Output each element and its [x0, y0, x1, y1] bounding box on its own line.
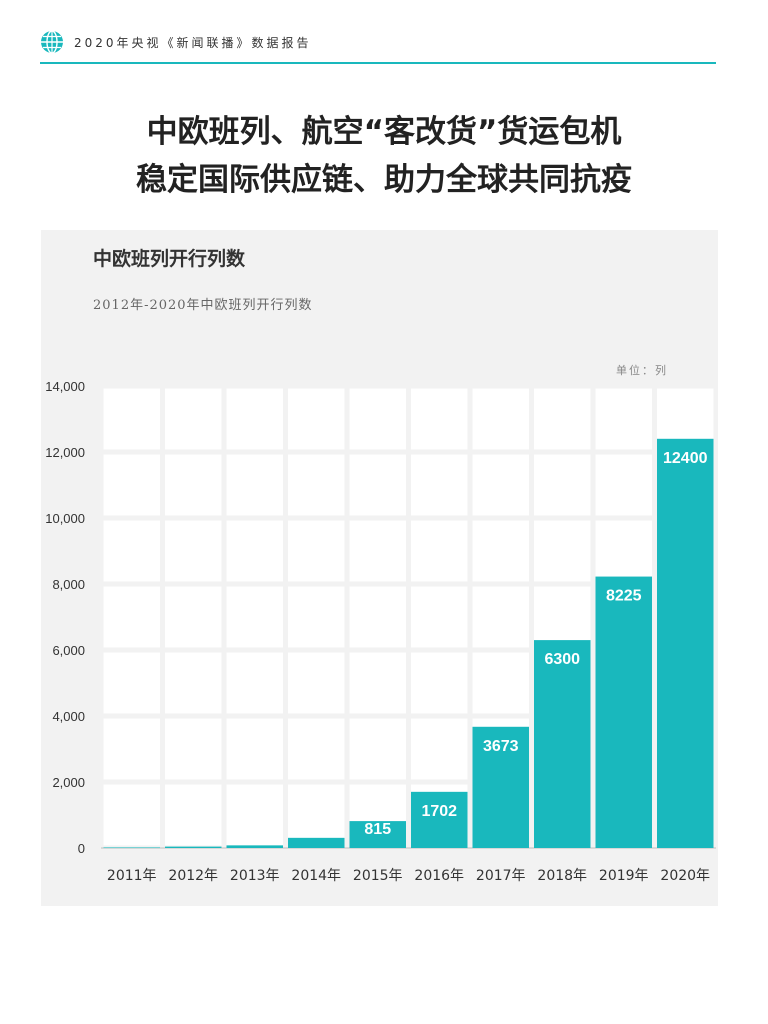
page-title-line-1: 中欧班列、航空“客改货”货运包机 [146, 114, 622, 150]
x-tick-label: 2016年 [414, 868, 464, 884]
bar-value-label: 6300 [544, 651, 580, 668]
column-slot [226, 386, 283, 848]
bar-value-label: 12400 [663, 450, 708, 467]
bar-value-label: 42 [184, 821, 202, 838]
unit-label: 单位：列 [616, 364, 668, 377]
column-slot [411, 386, 468, 848]
bar [472, 726, 529, 848]
x-tick-label: 2020年 [660, 868, 710, 884]
y-tick-label: 6,000 [52, 643, 85, 658]
bar [103, 847, 160, 849]
x-tick-label: 2013年 [230, 868, 280, 884]
bar [165, 846, 222, 848]
y-tick-label: 8,000 [52, 577, 85, 592]
bar-value-label: 8225 [606, 588, 642, 605]
bar [534, 640, 591, 848]
chart-title: 中欧班列开行列数 [93, 248, 246, 270]
y-tick-label: 12,000 [45, 445, 85, 460]
report-header: 2020年央视《新闻联播》数据报告 [40, 30, 716, 64]
bar [411, 791, 468, 848]
globe-icon [41, 30, 63, 54]
bar-value-label: 80 [246, 821, 264, 838]
bar [595, 576, 652, 848]
bar-value-label: 3673 [483, 738, 519, 755]
column-slot [103, 386, 160, 848]
x-tick-label: 2018年 [537, 868, 587, 884]
bar-value-label: 17 [123, 821, 141, 838]
x-tick-label: 2011年 [107, 868, 157, 884]
y-tick-label: 14,000 [45, 379, 85, 394]
x-tick-label: 2012年 [168, 868, 218, 884]
chart-panel: 中欧班列开行列数 2012年-2020年中欧班列开行列数 单位：列 0 2,000… [41, 230, 718, 906]
bar-chart: 0 2,000 4,000 6,000 8,000 10,000 12,000 14,000 1… [45, 379, 716, 884]
header-divider [40, 62, 716, 64]
x-tick-label: 2015年 [353, 868, 403, 884]
x-tick-label: 2014年 [291, 868, 341, 884]
bar [288, 837, 345, 848]
bar [226, 845, 283, 848]
bar-value-label: 815 [364, 821, 391, 838]
column-slot [349, 386, 406, 848]
bar [349, 821, 406, 848]
x-tick-label: 2017年 [476, 868, 526, 884]
bar-value-label: 1702 [421, 803, 457, 820]
y-tick-label: 4,000 [52, 709, 85, 724]
page-title-line-2: 稳定国际供应链、助力全球共同抗疫 [136, 162, 632, 198]
page-title: 中欧班列、航空“客改货”货运包机 稳定国际供应链、助力全球共同抗疫 [0, 108, 768, 204]
y-tick-label: 0 [78, 841, 85, 856]
x-tick-label: 2019年 [599, 868, 649, 884]
column-slot [165, 386, 222, 848]
y-tick-label: 2,000 [52, 775, 85, 790]
chart-subtitle: 2012年-2020年中欧班列开行列数 [93, 298, 313, 313]
column-slot [288, 386, 345, 848]
header-title: 2020年央视《新闻联播》数据报告 [74, 36, 312, 50]
bar-value-label: 308 [303, 821, 330, 838]
y-tick-label: 10,000 [45, 511, 85, 526]
bar [657, 438, 714, 848]
